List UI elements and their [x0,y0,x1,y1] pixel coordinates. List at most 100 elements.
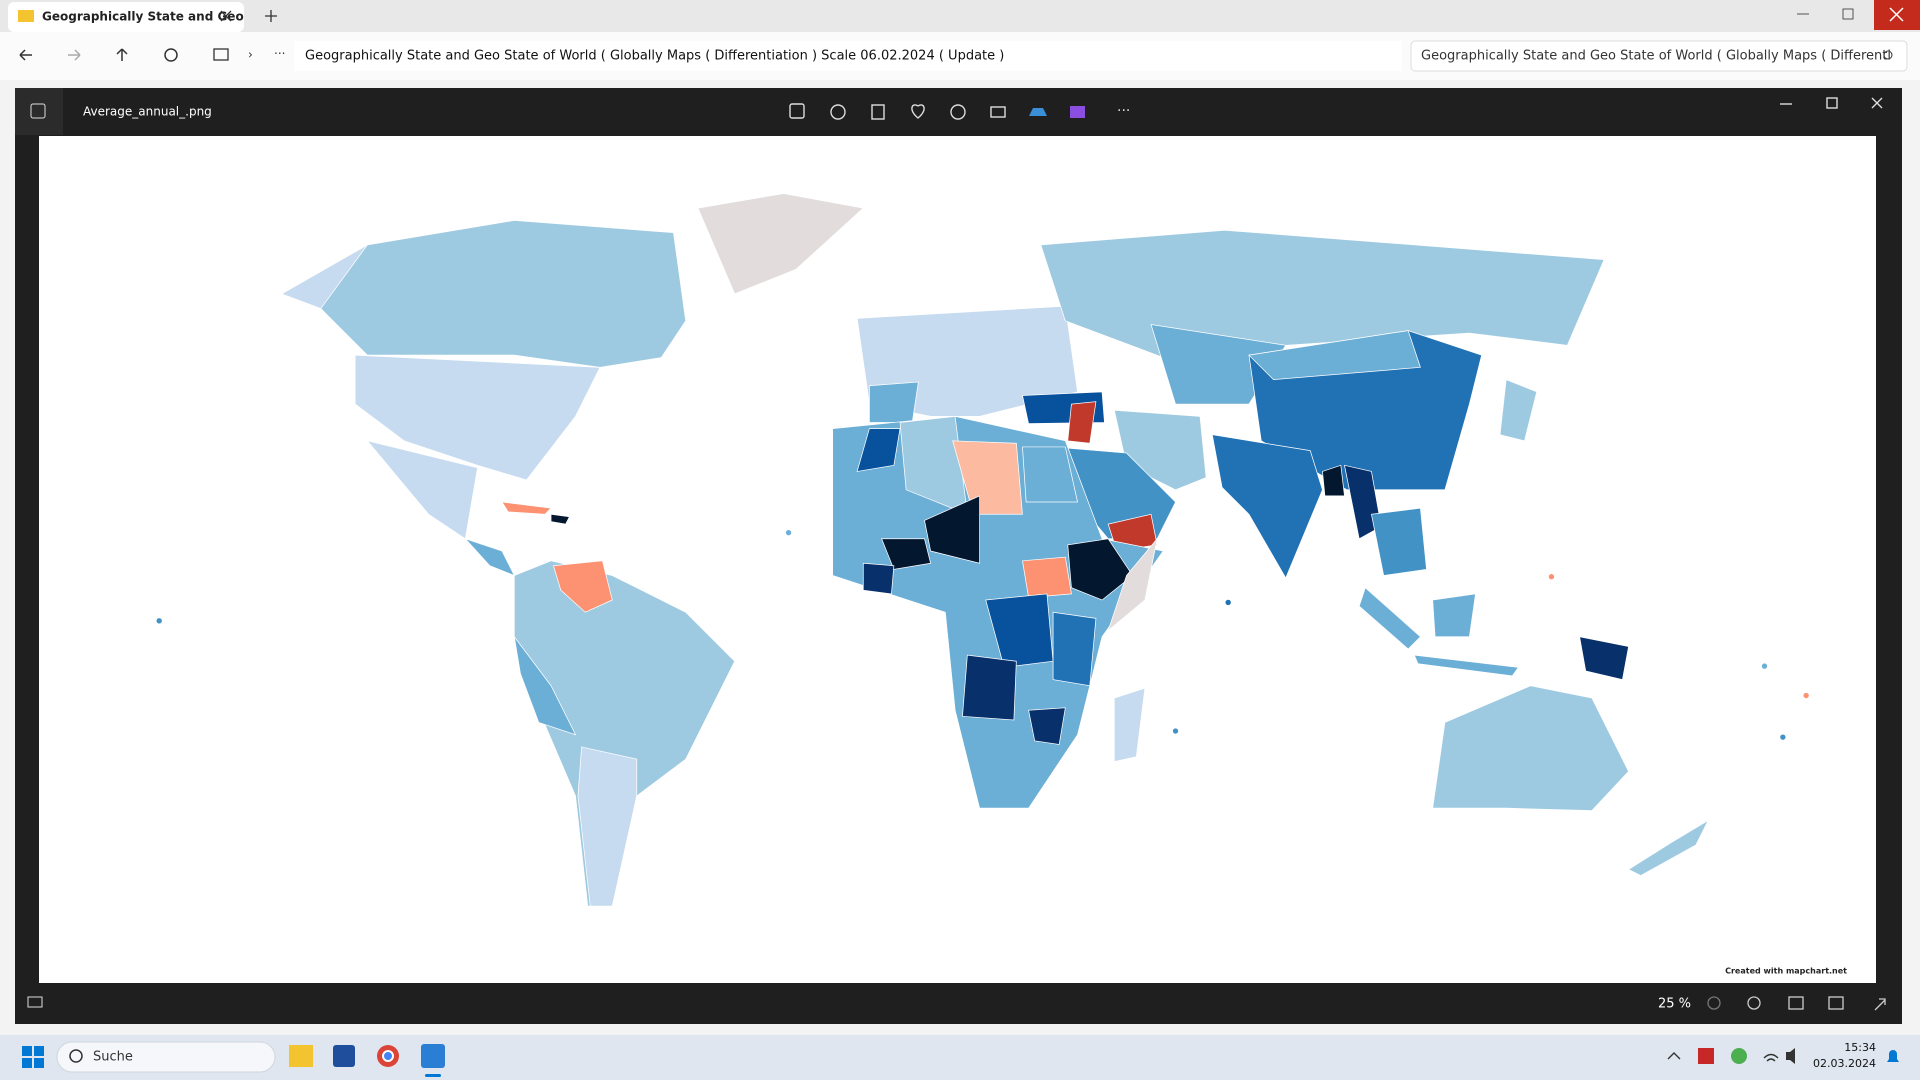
island [155,617,163,625]
notifications[interactable] [1887,1050,1899,1062]
world-map [155,193,1810,907]
refresh[interactable] [164,48,178,62]
more[interactable]: ··· [274,47,285,61]
island [1548,573,1555,581]
active-indicator [425,1074,441,1077]
search-box[interactable] [1410,40,1908,72]
info[interactable] [950,104,966,120]
viewer-close[interactable] [1871,97,1883,109]
tanzania [1052,611,1097,687]
ivory-coast [862,562,895,595]
zoom-in[interactable] [1747,996,1761,1010]
logo-part [22,1046,32,1056]
madagascar [1113,687,1146,763]
japan [1499,379,1538,442]
search-text: Geographically State and Geo State of Wo… [1421,49,1891,64]
viewer-tools: ··· [789,97,1883,120]
clock-date: 02.03.2024 [1813,1057,1876,1070]
viewer-icon-bg [15,88,63,135]
india [1211,434,1323,579]
new-zealand [1627,819,1710,876]
zoom-level: 25 % [1658,997,1691,1012]
wifi[interactable] [1763,1053,1779,1062]
tab-close[interactable] [220,10,232,22]
search-glass [69,1049,83,1063]
borneo [1432,593,1476,638]
restore[interactable] [1842,8,1854,20]
photos-app[interactable] [421,1044,445,1068]
ethiopia [1067,538,1134,601]
niger [924,495,980,564]
island [1802,692,1810,699]
up[interactable] [116,48,128,61]
new-tab[interactable] [265,10,277,22]
island [785,529,793,537]
southeast-asia [1371,507,1427,576]
morocco [856,428,901,472]
chevron: › [248,48,253,62]
venezuela [552,560,613,613]
island [1224,599,1232,606]
island [1172,727,1179,735]
logo-part [34,1058,44,1068]
delete[interactable] [871,104,885,120]
usa [354,354,601,481]
egypt [1022,446,1079,503]
search-icon [1883,50,1893,60]
address-bar[interactable] [294,41,1402,71]
australia [1432,685,1630,811]
print[interactable] [990,106,1006,118]
filmstrip[interactable] [27,996,43,1008]
syria [1067,401,1097,444]
peru [513,636,577,736]
fullscreen[interactable] [1874,998,1886,1011]
favorite[interactable] [911,104,925,119]
tray-icon[interactable] [1698,1048,1714,1064]
taskbar [0,1035,1920,1080]
bangladesh [1322,464,1345,497]
file-name: Average_annual_.png [83,105,212,119]
folder-icon [18,10,34,22]
zimbabwe [1028,707,1066,745]
canada [320,220,687,368]
taskbar-search[interactable] [56,1041,276,1073]
argentina [577,746,638,907]
volume[interactable] [1786,1048,1795,1064]
map-credit: Created with mapchart.net [1725,967,1847,976]
logo-part [22,1058,32,1068]
more-tools[interactable]: ··· [1117,103,1130,119]
libya [952,440,1023,515]
papua-new-guinea [1579,636,1630,681]
onedrive[interactable] [1029,108,1047,116]
somalia [1107,538,1158,632]
tray-icon[interactable] [1731,1048,1747,1064]
actual-size[interactable] [1828,996,1844,1010]
back[interactable] [19,49,32,61]
clipchamp[interactable] [1070,106,1085,118]
forward[interactable] [68,49,81,61]
address-text: Geographically State and Geo State of Wo… [305,49,1004,64]
rotate[interactable] [830,104,846,120]
tab-bar [0,0,1920,32]
logo-part [34,1046,44,1056]
island [1761,662,1768,670]
close-icon [1889,7,1904,22]
store-app[interactable] [333,1045,355,1067]
tab[interactable] [8,2,244,32]
edit[interactable] [789,103,805,119]
explorer-app[interactable] [289,1045,313,1067]
viewer-maximize[interactable] [1826,97,1838,109]
zoom-out[interactable] [1707,996,1721,1010]
tab-title: Geographically State and Geo [42,10,244,24]
zoom-tools [1707,996,1886,1011]
start-button[interactable] [22,1046,44,1068]
iberia [869,381,919,423]
chrome-center [382,1050,394,1062]
mongolia [1248,330,1421,380]
mali [881,538,932,570]
fit[interactable] [1788,996,1804,1010]
java [1413,654,1520,677]
tray-expand[interactable] [1667,1052,1681,1060]
taskbar-search-text: Suche [93,1050,133,1065]
